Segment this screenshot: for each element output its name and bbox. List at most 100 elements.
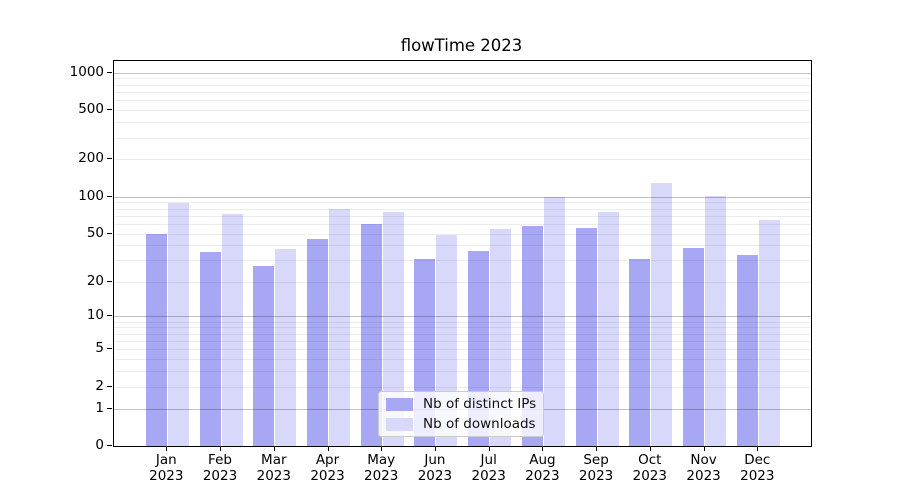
x-tick-mark-icon — [488, 446, 490, 451]
y-tick-label-20: 20 — [86, 272, 104, 289]
bar-downloads-oct — [651, 182, 673, 446]
x-tick-mark-icon — [703, 446, 705, 451]
minor-gridline-600 — [114, 100, 811, 102]
bar-distinct-ips-mar — [253, 265, 275, 446]
y-tick-label-0: 0 — [95, 437, 104, 453]
x-tick-year-jan: 2023 — [149, 468, 184, 484]
y-tick-mark-icon — [107, 71, 112, 73]
bar-distinct-ips-feb — [199, 252, 221, 446]
minor-gridline-8 — [114, 327, 811, 329]
x-tick-month-jan: Jan — [155, 452, 177, 468]
minor-gridline-90 — [114, 202, 811, 204]
y-tick-mark-icon — [107, 348, 112, 350]
minor-gridline-400 — [114, 122, 811, 124]
legend-item-distinct-ips: Nb of distinct IPs — [386, 396, 536, 412]
minor-gridline-60 — [114, 223, 811, 225]
x-tick-month-nov: Nov — [690, 452, 717, 468]
bar-distinct-ips-nov — [683, 248, 705, 446]
y-tick-label-500: 500 — [78, 101, 104, 117]
bar-distinct-ips-dec — [736, 255, 758, 446]
minor-gridline-700 — [114, 91, 811, 93]
x-tick-year-apr: 2023 — [310, 468, 345, 484]
x-tick-month-sep: Sep — [583, 452, 609, 468]
bars-layer — [114, 61, 811, 446]
x-tick-month-apr: Apr — [315, 452, 340, 468]
minor-gridline-6 — [114, 340, 811, 342]
minor-gridline-20 — [114, 281, 811, 283]
x-tick-label-dec: Dec 2023 — [727, 452, 787, 484]
x-tick-label-jan: Jan 2023 — [136, 452, 196, 484]
legend-swatch-distinct-ips-icon — [386, 397, 413, 411]
bar-distinct-ips-sep — [575, 228, 597, 446]
y-tick-label-10: 10 — [86, 307, 104, 324]
x-tick-label-aug: Aug 2023 — [512, 452, 572, 484]
x-tick-year-aug: 2023 — [525, 468, 560, 484]
chart-title: flowTime 2023 — [400, 36, 523, 55]
minor-gridline-3 — [114, 371, 811, 373]
x-tick-year-oct: 2023 — [632, 468, 667, 484]
x-tick-year-feb: 2023 — [202, 468, 238, 484]
bar-downloads-feb — [221, 214, 243, 446]
legend-item-downloads: Nb of downloads — [386, 416, 536, 432]
x-tick-month-dec: Dec — [744, 452, 771, 468]
x-tick-label-jun: Jun 2023 — [405, 452, 465, 484]
y-tick-label-2: 2 — [95, 377, 104, 394]
minor-gridline-5 — [114, 349, 811, 351]
x-tick-label-feb: Feb 2023 — [190, 452, 250, 484]
bar-downloads-aug — [543, 196, 565, 446]
minor-gridline-2 — [114, 386, 811, 388]
minor-gridline-300 — [114, 137, 811, 139]
x-tick-label-sep: Sep 2023 — [566, 452, 626, 484]
y-tick-mark-icon — [107, 280, 112, 282]
y-tick-label-50: 50 — [86, 224, 104, 241]
x-tick-year-jun: 2023 — [417, 468, 453, 484]
x-tick-label-mar: Mar 2023 — [244, 452, 304, 484]
x-tick-year-mar: 2023 — [256, 468, 291, 484]
y-tick-label-1000: 1000 — [69, 63, 104, 80]
x-tick-year-dec: 2023 — [740, 468, 775, 484]
y-tick-mark-icon — [107, 232, 112, 234]
grid-layer — [114, 61, 811, 446]
major-gridline-1000 — [114, 72, 811, 74]
minor-gridline-4 — [114, 359, 811, 360]
x-tick-month-jun: Jun — [424, 452, 446, 468]
x-tick-month-oct: Oct — [638, 452, 662, 468]
x-tick-mark-icon — [381, 446, 383, 451]
x-tick-month-may: May — [367, 452, 396, 468]
y-tick-mark-icon — [107, 195, 112, 197]
x-tick-label-apr: Apr 2023 — [298, 452, 358, 484]
y-tick-mark-icon — [107, 315, 112, 317]
y-tick-mark-icon — [107, 158, 112, 160]
major-gridline-100 — [114, 196, 811, 198]
x-tick-mark-icon — [596, 446, 598, 451]
bar-downloads-apr — [329, 208, 350, 446]
y-tick-mark-icon — [107, 385, 112, 387]
bar-downloads-jan — [167, 203, 189, 446]
x-tick-label-jul: Jul 2023 — [459, 452, 519, 484]
x-tick-year-nov: 2023 — [686, 468, 721, 484]
legend-label-downloads: Nb of downloads — [423, 416, 536, 432]
x-tick-year-may: 2023 — [364, 468, 399, 484]
x-tick-month-feb: Feb — [208, 452, 232, 468]
legend-swatch-downloads-icon — [386, 417, 413, 431]
minor-gridline-80 — [114, 208, 811, 210]
minor-gridline-40 — [114, 245, 811, 247]
bar-downloads-sep — [597, 211, 619, 446]
x-tick-mark-icon — [434, 446, 436, 451]
bar-distinct-ips-apr — [307, 239, 328, 446]
bar-downloads-nov — [705, 196, 727, 446]
y-tick-mark-icon — [107, 445, 112, 446]
x-tick-label-nov: Nov 2023 — [674, 452, 734, 484]
x-tick-mark-icon — [166, 446, 168, 451]
y-tick-label-5: 5 — [95, 340, 104, 357]
x-tick-month-jul: Jul — [480, 452, 497, 468]
bar-downloads-mar — [275, 249, 297, 446]
x-tick-label-may: May 2023 — [351, 452, 411, 484]
x-tick-month-aug: Aug — [529, 452, 556, 468]
plot-area — [113, 60, 812, 447]
x-tick-label-oct: Oct 2023 — [620, 452, 680, 484]
x-tick-year-jul: 2023 — [471, 468, 506, 484]
y-tick-label-100: 100 — [78, 187, 104, 204]
x-tick-month-mar: Mar — [261, 452, 287, 468]
x-tick-mark-icon — [220, 446, 221, 451]
